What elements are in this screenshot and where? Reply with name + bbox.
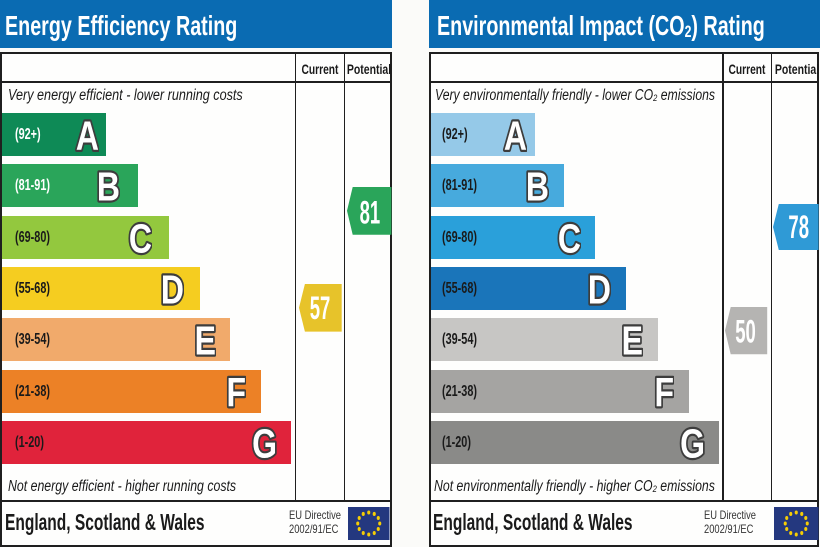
svg-text:C: C bbox=[558, 216, 581, 259]
svg-text:B: B bbox=[526, 164, 549, 207]
svg-text:A: A bbox=[504, 113, 527, 156]
svg-text:57: 57 bbox=[309, 289, 330, 326]
svg-text:E: E bbox=[195, 318, 216, 361]
svg-text:G: G bbox=[680, 421, 705, 464]
svg-text:C: C bbox=[129, 216, 152, 259]
svg-text:F: F bbox=[226, 370, 246, 413]
svg-text:81: 81 bbox=[359, 194, 380, 231]
svg-text:F: F bbox=[654, 370, 674, 413]
svg-text:G: G bbox=[252, 421, 277, 464]
svg-text:B: B bbox=[97, 164, 120, 207]
svg-text:D: D bbox=[588, 267, 611, 310]
svg-text:50: 50 bbox=[736, 313, 757, 350]
svg-text:E: E bbox=[621, 318, 642, 361]
svg-text:78: 78 bbox=[789, 208, 810, 245]
svg-text:D: D bbox=[160, 267, 183, 310]
svg-text:A: A bbox=[75, 113, 98, 156]
